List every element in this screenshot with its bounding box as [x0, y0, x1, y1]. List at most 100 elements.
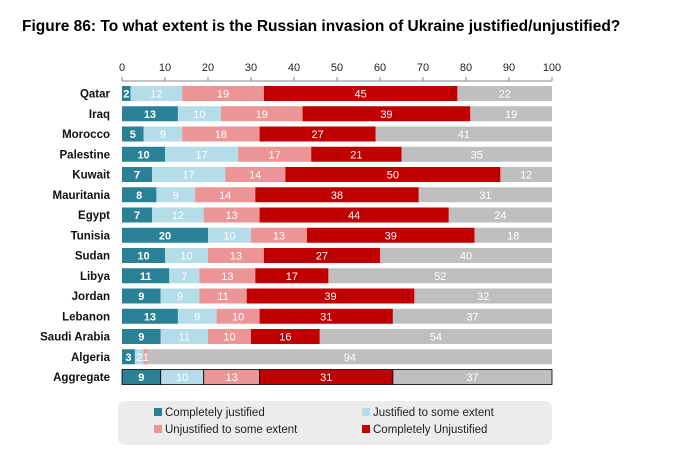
bar-segment: [208, 248, 264, 263]
data-label: 10: [223, 230, 235, 242]
x-tick-label: 90: [503, 62, 515, 74]
data-label: 13: [226, 372, 238, 384]
data-label: 50: [387, 170, 399, 182]
bar-segment: [259, 207, 449, 223]
bar-segment: [147, 349, 553, 365]
bar-segment: [263, 248, 380, 263]
data-label: 10: [223, 332, 235, 344]
category-label: Algeria: [71, 352, 111, 364]
data-label: 5: [130, 129, 136, 141]
data-label: 9: [173, 190, 179, 202]
data-label: 31: [320, 311, 332, 323]
data-label: 27: [312, 129, 324, 141]
bar-segment: [208, 227, 251, 243]
bar-segment: [380, 248, 552, 263]
data-label: 17: [269, 149, 281, 161]
data-label: 24: [494, 210, 506, 222]
bar-segment: [152, 167, 226, 182]
bar-segment: [122, 106, 178, 122]
category-label: Kuwait: [72, 170, 110, 182]
data-label: 31: [320, 372, 332, 384]
data-label: 18: [215, 129, 227, 141]
data-label: 38: [331, 190, 343, 202]
category-label: Palestine: [60, 149, 111, 161]
data-label: 19: [256, 109, 268, 121]
bar-segment: [122, 268, 170, 284]
legend-item-unjustified-some-extent: Unjustified to some extent: [154, 424, 297, 436]
data-label: 7: [134, 210, 140, 222]
data-label: 10: [137, 251, 149, 263]
bar-segment: [392, 308, 552, 324]
category-label: Iraq: [89, 109, 110, 121]
data-label: 45: [355, 89, 367, 101]
bar-segment: [156, 187, 196, 203]
bar-segment: [302, 106, 471, 122]
bar-segment: [122, 167, 153, 182]
category-label: Jordan: [72, 291, 110, 303]
bar-segment: [225, 167, 286, 182]
bar-segment: [160, 329, 208, 344]
bar-segment: [177, 106, 221, 122]
data-label: 9: [138, 332, 144, 344]
bar-segment: [199, 288, 247, 304]
data-label: 2: [136, 352, 142, 364]
bar-segment: [130, 86, 183, 101]
data-label: 39: [324, 291, 336, 303]
bar-segment: [208, 329, 251, 344]
bar-segment: [165, 146, 239, 162]
bar-segment: [251, 329, 320, 344]
data-label: 37: [466, 311, 478, 323]
bar-segment: [255, 187, 419, 203]
x-tick-label: 10: [159, 62, 171, 74]
bar-segment: [259, 126, 376, 142]
data-label: 19: [505, 109, 517, 121]
data-label: 8: [136, 190, 142, 202]
bar-segment: [122, 227, 208, 243]
bar-segment: [328, 268, 552, 284]
bar-segment: [182, 86, 264, 101]
data-label: 18: [507, 230, 519, 242]
x-tick-label: 100: [543, 62, 561, 74]
data-label: 41: [458, 129, 470, 141]
x-tick-label: 70: [417, 62, 429, 74]
category-label: Libya: [80, 271, 111, 283]
data-label: 17: [286, 271, 298, 283]
legend-label: Justified to some extent: [373, 407, 494, 419]
data-label: 35: [471, 149, 483, 161]
data-label: 11: [140, 271, 152, 283]
data-label: 39: [380, 109, 392, 121]
x-tick-label: 40: [288, 62, 300, 74]
data-label: 31: [479, 190, 491, 202]
chart-legend: Completely justified Justified to some e…: [118, 401, 552, 445]
data-label: 9: [160, 129, 166, 141]
bar-segment: [255, 268, 329, 284]
bar-segment: [165, 248, 208, 263]
bar-segment: [122, 288, 161, 304]
bar-segment: [311, 146, 402, 162]
data-label: 21: [350, 149, 362, 161]
data-label: 10: [232, 311, 244, 323]
x-tick-label: 80: [460, 62, 472, 74]
data-label: 13: [144, 311, 156, 323]
bar-segment: [122, 146, 165, 162]
legend-item-completely-justified: Completely justified: [154, 407, 265, 419]
data-label: 12: [172, 210, 184, 222]
data-label: 40: [460, 251, 472, 263]
data-label: 10: [137, 149, 149, 161]
bar-segment: [122, 207, 153, 223]
data-label: 10: [176, 372, 188, 384]
bar-segment: [306, 227, 475, 243]
bar-segment: [169, 268, 200, 284]
bar-segment: [392, 369, 553, 385]
legend-swatch: [362, 425, 370, 433]
legend-swatch: [154, 425, 162, 433]
bar-segment: [134, 349, 144, 365]
bar-segment: [448, 207, 552, 223]
data-label: 13: [230, 251, 242, 263]
legend-label: Completely justified: [165, 407, 265, 419]
bar-segment: [143, 126, 183, 142]
category-label: Mauritania: [52, 190, 110, 202]
bar-segment: [500, 167, 552, 182]
bar-segment: [195, 187, 256, 203]
bar-segment: [182, 126, 260, 142]
